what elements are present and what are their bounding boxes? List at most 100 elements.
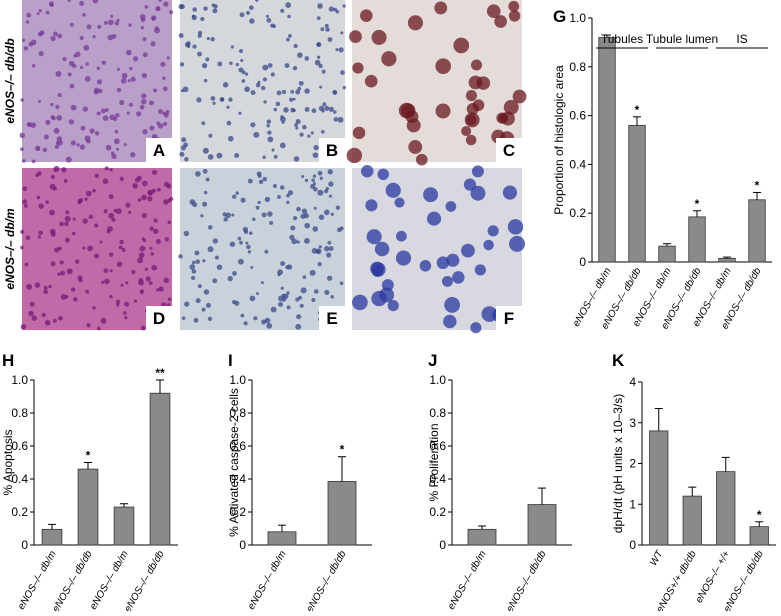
nucleus	[210, 37, 215, 42]
nucleus	[55, 104, 60, 109]
nucleus	[445, 201, 457, 212]
nucleus	[317, 3, 323, 9]
nucleus	[149, 226, 154, 231]
nucleus	[133, 299, 138, 303]
nucleus	[280, 286, 284, 290]
nucleus	[408, 140, 423, 154]
nucleus	[385, 182, 401, 198]
x-tick-label: eNOS–/– db/m	[16, 549, 59, 611]
nucleus	[181, 316, 186, 320]
nucleus	[179, 151, 185, 157]
nucleus	[53, 168, 57, 173]
nucleus	[435, 103, 451, 119]
nucleus	[238, 111, 242, 115]
nucleus	[141, 237, 145, 241]
nucleus	[304, 88, 310, 94]
nucleus	[23, 46, 29, 51]
nucleus	[273, 107, 278, 112]
nucleus	[116, 303, 120, 307]
nucleus	[151, 264, 158, 271]
y-tick-label: 0.2	[11, 505, 28, 519]
nucleus	[69, 22, 74, 27]
nucleus	[317, 55, 321, 59]
nucleus	[298, 80, 304, 86]
nucleus	[426, 211, 442, 226]
nucleus	[178, 254, 183, 259]
panel-letter: G	[553, 7, 566, 26]
y-tick-label: 0.4	[569, 157, 586, 171]
nucleus	[93, 253, 100, 259]
nucleus	[109, 269, 113, 273]
nucleus	[291, 238, 298, 245]
nucleus	[182, 86, 189, 93]
nucleus	[295, 323, 302, 330]
nucleus	[137, 198, 142, 202]
nucleus	[163, 1, 169, 7]
nucleus	[29, 301, 35, 307]
bar	[716, 471, 736, 546]
nucleus	[111, 153, 117, 160]
nucleus	[286, 264, 293, 270]
nucleus	[352, 126, 366, 140]
nucleus	[97, 88, 103, 94]
nucleus	[48, 1, 54, 7]
nucleus	[340, 31, 344, 35]
nucleus	[257, 200, 261, 205]
nucleus	[278, 295, 284, 302]
nucleus	[38, 203, 44, 209]
nucleus	[148, 281, 153, 285]
nucleus	[255, 292, 259, 296]
nucleus	[114, 21, 120, 26]
nucleus	[281, 89, 287, 95]
nucleus	[264, 196, 271, 203]
nucleus	[470, 185, 486, 201]
nucleus	[239, 240, 243, 245]
nucleus	[147, 196, 153, 202]
nucleus	[60, 294, 67, 300]
nucleus	[340, 70, 345, 75]
nucleus	[99, 240, 103, 244]
x-tick-label: eNOS–/– db/db	[505, 549, 549, 611]
nucleus	[103, 268, 109, 274]
nucleus	[24, 204, 28, 208]
y-tick-label: 0.6	[11, 439, 28, 453]
nucleus	[121, 247, 126, 252]
nucleus	[113, 208, 118, 213]
nucleus	[158, 109, 163, 115]
nucleus	[296, 206, 301, 212]
nucleus	[300, 287, 307, 294]
nucleus	[313, 206, 317, 210]
nucleus	[287, 14, 291, 19]
nucleus	[318, 105, 325, 111]
nucleus	[50, 261, 56, 267]
y-tick-label: 3	[629, 416, 636, 430]
nucleus	[86, 138, 91, 144]
nucleus	[20, 229, 25, 235]
nucleus	[114, 112, 120, 118]
nucleus	[292, 97, 296, 101]
nucleus	[237, 258, 244, 265]
nucleus	[74, 259, 80, 264]
significance: *	[757, 508, 762, 522]
nucleus	[266, 119, 272, 124]
bar	[688, 216, 706, 263]
nucleus	[419, 260, 432, 272]
y-tick-label: 0.8	[229, 406, 246, 420]
nucleus	[240, 197, 246, 203]
nucleus	[89, 128, 95, 134]
nucleus	[264, 249, 269, 254]
nucleus	[36, 12, 40, 16]
nucleus	[190, 275, 196, 280]
nucleus	[263, 100, 267, 104]
nucleus	[154, 26, 159, 30]
nucleus	[339, 281, 344, 286]
nucleus	[36, 195, 41, 200]
nucleus	[77, 275, 83, 281]
nucleus	[203, 190, 208, 195]
nucleus	[155, 6, 161, 12]
nucleus	[150, 41, 156, 47]
y-axis-label: % Apoptosis	[1, 429, 15, 495]
error-bar	[654, 407, 663, 431]
nucleus	[186, 41, 191, 46]
micrograph	[180, 0, 345, 162]
